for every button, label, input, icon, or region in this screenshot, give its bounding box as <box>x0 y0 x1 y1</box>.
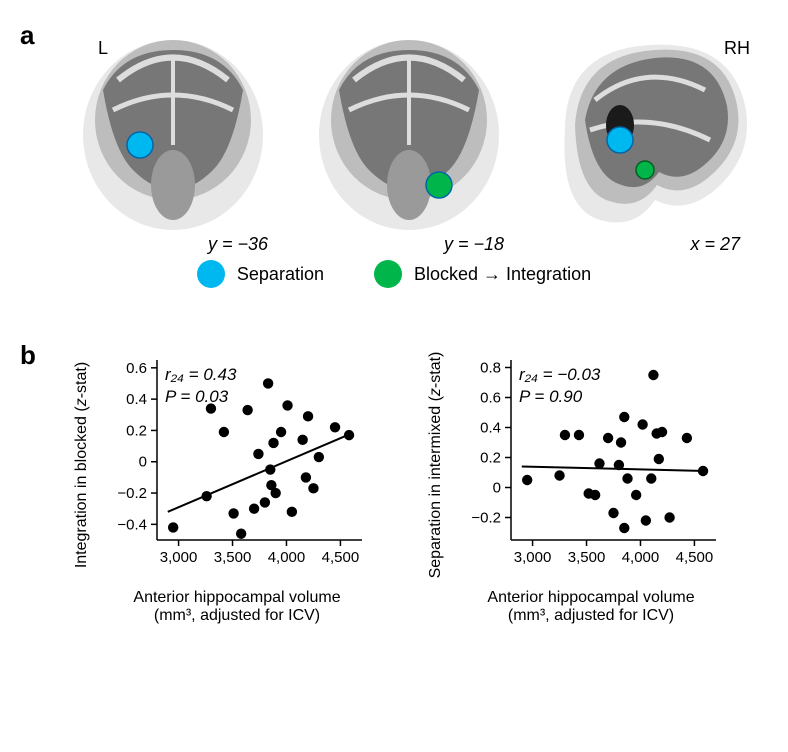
svg-text:r₂₄ = 0.43: r₂₄ = 0.43 <box>165 365 237 384</box>
panel-b-label: b <box>20 340 36 371</box>
brain-coronal-svg <box>304 30 514 230</box>
svg-text:4,000: 4,000 <box>622 549 660 566</box>
coordinate-label: y = −36 <box>208 234 268 255</box>
svg-text:0.8: 0.8 <box>480 360 501 377</box>
svg-text:r₂₄ = −0.03: r₂₄ = −0.03 <box>519 365 601 384</box>
svg-text:0.2: 0.2 <box>126 422 147 439</box>
scatter-cell: Integration in blocked (z-stat)3,0003,50… <box>102 350 372 625</box>
scatter-plot-svg: 3,000 3,500 4,000 4,500 −0.2 0 0.2 0.4 0.6 0.8 r₂₄… <box>456 350 726 580</box>
svg-text:3,500: 3,500 <box>568 549 606 566</box>
legend-label: Blocked → Integration <box>414 264 591 285</box>
scatter-cell: Separation in intermixed (z-stat)3,0003,… <box>456 350 726 625</box>
panel-a: a Ly = −36y = −18RHx = 27 SeparationBloc… <box>20 20 768 300</box>
y-axis-label: Integration in blocked (z-stat) <box>73 362 91 568</box>
svg-text:3,500: 3,500 <box>214 549 252 566</box>
svg-text:3,000: 3,000 <box>160 549 198 566</box>
svg-text:−0.2: −0.2 <box>117 485 147 502</box>
svg-text:4,500: 4,500 <box>676 549 714 566</box>
svg-text:4,500: 4,500 <box>322 549 360 566</box>
svg-text:0.6: 0.6 <box>480 390 501 407</box>
svg-text:−0.4: −0.4 <box>117 516 147 533</box>
svg-text:−0.2: −0.2 <box>471 510 501 527</box>
x-axis-label: Anterior hippocampal volume(mm³, adjuste… <box>102 589 372 625</box>
svg-text:3,000: 3,000 <box>514 549 552 566</box>
svg-text:0: 0 <box>139 454 147 471</box>
svg-text:0: 0 <box>493 480 501 497</box>
panel-b: b Integration in blocked (z-stat)3,0003,… <box>20 340 768 680</box>
scatter-row: Integration in blocked (z-stat) 3,000 3,50… <box>20 340 768 625</box>
svg-text:0.6: 0.6 <box>126 360 147 377</box>
brain-cell: Ly = −36 <box>68 30 288 250</box>
panel-a-label: a <box>20 20 34 51</box>
legend-item: Blocked → Integration <box>374 260 591 288</box>
brain-row: Ly = −36y = −18RHx = 27 <box>20 20 768 250</box>
legend-item: Separation <box>197 260 324 288</box>
svg-text:0.4: 0.4 <box>126 391 147 408</box>
legend-label: Separation <box>237 264 324 285</box>
legend-dot <box>197 260 225 288</box>
figure: a Ly = −36y = −18RHx = 27 SeparationBloc… <box>20 20 768 680</box>
svg-text:P = 0.90: P = 0.90 <box>519 387 583 406</box>
brain-cell: y = −18 <box>304 30 524 250</box>
scatter-plot-svg: 3,000 3,500 4,000 4,500 −0.4 −0.2 0 0.2 0.4 0.6 r₂… <box>102 350 372 580</box>
svg-text:4,000: 4,000 <box>268 549 306 566</box>
svg-text:0.4: 0.4 <box>480 420 501 437</box>
coordinate-label: x = 27 <box>690 234 740 255</box>
brain-coronal-svg <box>68 30 278 230</box>
legend: Separation Blocked → Integration <box>20 260 768 288</box>
hemisphere-label: L <box>98 38 108 59</box>
brain-sagittal-svg <box>540 30 750 230</box>
x-axis-label: Anterior hippocampal volume(mm³, adjuste… <box>456 589 726 625</box>
hemisphere-label: RH <box>724 38 750 59</box>
y-axis-label: Separation in intermixed (z-stat) <box>427 352 445 579</box>
brain-cell: RHx = 27 <box>540 30 760 250</box>
svg-text:0.2: 0.2 <box>480 450 501 467</box>
coordinate-label: y = −18 <box>444 234 504 255</box>
legend-dot <box>374 260 402 288</box>
svg-text:P = 0.03: P = 0.03 <box>165 387 229 406</box>
